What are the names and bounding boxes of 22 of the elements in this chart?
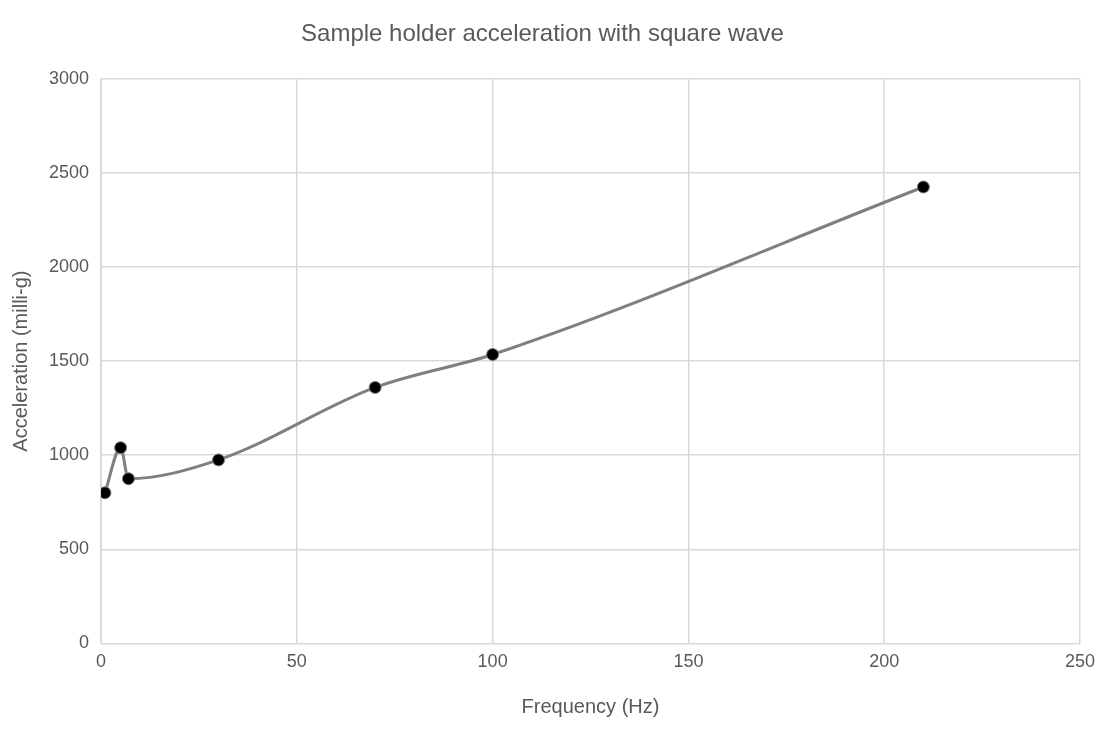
- chart-title: Sample holder acceleration with square wave: [301, 19, 784, 47]
- x-tick-label: 50: [286, 651, 307, 672]
- x-tick-label: 200: [869, 651, 900, 672]
- x-tick-label: 250: [1064, 651, 1096, 672]
- y-tick-label: 1000: [49, 444, 90, 465]
- y-tick-label: 2500: [49, 161, 90, 182]
- x-tick-label: 100: [477, 651, 508, 672]
- y-tick-label: 500: [59, 538, 90, 559]
- y-tick-label: 1500: [49, 350, 90, 371]
- point: [916, 180, 930, 194]
- x-tick-label: 150: [673, 651, 704, 672]
- x-tick-label: 0: [96, 651, 107, 672]
- point: [368, 380, 382, 394]
- x-axis-title: Frequency (Hz): [521, 694, 660, 717]
- y-axis-title: Acceleration (milli-g): [8, 270, 31, 452]
- y-tick-label: 2000: [49, 255, 90, 276]
- point: [212, 453, 226, 467]
- point: [121, 472, 135, 486]
- y-tick-label: 3000: [49, 67, 90, 88]
- point: [114, 441, 128, 455]
- y-tick-label: 0: [79, 632, 90, 653]
- point: [486, 348, 500, 362]
